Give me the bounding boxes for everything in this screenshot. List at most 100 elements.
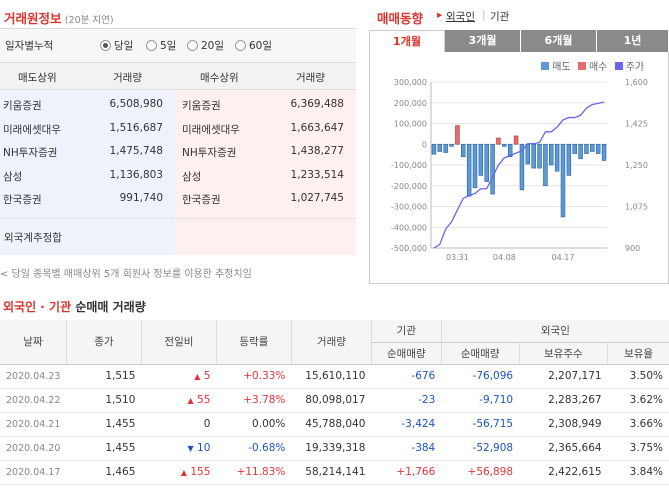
arrow-icon: ▸ [437,9,443,21]
foreign-net-header: 순매매량 [440,342,520,365]
change-cell: ▲ 55 [141,388,217,413]
sell-legend-label: 매도 [552,62,571,73]
foreign-net-cell: -76,096 [441,364,520,389]
broker-name: 미래에셋대우 [3,123,61,136]
net-volume-bar [543,143,548,187]
sell-legend-swatch [541,62,549,70]
trader-info-heading: 거래원정보 [4,11,62,26]
foreign-hold-cell: 2,422,615 [519,460,608,485]
net-volume-bar [466,143,472,197]
net-volume-bar [560,143,566,218]
broker-name: 한국증권 [3,194,42,206]
sell-vol-header: 거래량 [113,72,142,84]
broker-name: 한국증권 [182,194,221,206]
y-right-tick: 1,250 [625,161,648,170]
trader-table-header [0,62,356,90]
foreign-ratio-cell: 3.66% [607,412,669,437]
period-tabs: 1개월 3개월 6개월 1년 [369,30,669,52]
y-left-tick: -300,000 [391,203,427,212]
x-tick: 03.31 [446,253,469,262]
net-volume-bar [566,143,572,176]
table-row: 2020.04.17 1,465 ▲ 155 +11.83% 58,214,141 +1,… [0,460,669,485]
foreign-hold-header: 보유주수 [518,342,608,365]
y-left-tick: 200,000 [394,99,427,108]
tab-1month[interactable]: 1개월 [369,30,445,52]
sell-area [0,90,175,255]
institution-option[interactable]: 기관 [490,11,510,23]
radio-5days[interactable]: 5일 [146,38,176,53]
net-volume-bar [496,137,501,145]
foreign-net-cell: -52,908 [441,436,520,461]
buy-top-header: 매수상위 [200,72,239,84]
foreign-net-cell: -9,710 [441,388,520,413]
radio-20days-label: 20일 [201,40,225,52]
inst-net-cell: -676 [371,364,442,389]
change-value: 55 [197,394,211,406]
rate-cell: -0.68% [216,436,292,461]
up-triangle-icon: ▲ [187,396,194,405]
date-cell: 2020.04.20 [0,436,67,461]
y-left-tick: -200,000 [391,182,427,191]
net-trade-title-suffix: 순매매 거래량 [71,300,146,314]
tab-6months[interactable]: 6개월 [521,30,597,52]
trading-trend-panel: 매매동향 ▸ 외국인 | 기관 1개월 3개월 6개월 1년 매도 매수 주가 … [369,0,669,290]
y-right-tick: 900 [625,244,640,253]
change-cell: ▲ 155 [141,460,217,485]
volume-header: 거래량 [290,320,372,365]
y-right-tick: 1,600 [625,78,648,87]
legend: 매도 매수 주가 [541,58,644,73]
volume-cell: 15,610,110 [291,364,372,389]
radio-dot [187,40,198,51]
foreign-hold-cell: 2,308,949 [519,412,608,437]
net-volume-bar [513,135,519,145]
x-tick: 04.17 [552,253,575,262]
broker-volume: 1,475,748 [109,145,163,157]
net-volume-bar [578,143,583,160]
trader-info-panel: 거래원정보 (20분 지연) 일자별누적 당일 5일 20일 60일 매도상위 … [0,0,356,290]
period-label: 일자별누적 [5,40,54,52]
net-volume-bar [437,143,443,152]
sell-top-header: 매도상위 [18,72,57,84]
radio-dot [146,40,157,51]
radio-today[interactable]: 당일 [100,38,133,53]
foreign-net-cell: +56,898 [441,460,520,485]
up-triangle-icon: ▲ [180,468,188,477]
change-cell: ▼ 10 [141,436,217,461]
x-tick: 04.08 [493,253,516,262]
foreign-ratio-cell: 3.84% [607,460,669,485]
net-volume-bar [601,143,607,161]
tab-1year[interactable]: 1년 [597,30,669,52]
foreign-hold-cell: 2,207,171 [519,364,608,389]
y-left-tick: -100,000 [391,161,427,170]
foreign-option[interactable]: 외국인 [446,11,475,23]
down-triangle-icon: ▼ [187,444,194,453]
net-volume-bar [461,143,466,157]
radio-20days[interactable]: 20일 [187,38,224,53]
broker-name: NH투자증권 [182,147,237,159]
rate-cell: 0.00% [216,412,292,437]
net-volume-bar [431,143,437,155]
volume-cell: 45,788,040 [291,412,372,437]
radio-60days[interactable]: 60일 [235,38,272,53]
close-cell: 1,455 [66,412,142,437]
y-left-tick: -500,000 [391,244,427,253]
broker-volume: 6,508,980 [109,98,163,110]
broker-name: NH투자증권 [3,147,58,159]
tab-3months[interactable]: 3개월 [445,30,521,52]
net-volume-bar [484,143,489,182]
volume-cell: 80,098,017 [291,388,372,413]
price-legend-label: 주가 [625,62,645,73]
broker-name: 삼성 [3,170,23,183]
foreign-estimate-label: 외국계추정합 [4,232,62,244]
broker-volume: 6,369,488 [290,98,344,110]
y-left-tick: 100,000 [394,120,427,129]
foreign-net-cell: -56,715 [441,412,520,437]
close-header: 종가 [65,320,142,365]
broker-name: 키움증권 [182,100,221,112]
broker-volume: 1,516,687 [109,121,163,134]
net-trade-title-foreign: 외국인 [3,300,37,314]
radio-5days-label: 5일 [160,40,177,52]
net-volume-bar [519,143,525,191]
close-cell: 1,515 [66,364,142,389]
institution-header: 기관 [370,320,442,343]
